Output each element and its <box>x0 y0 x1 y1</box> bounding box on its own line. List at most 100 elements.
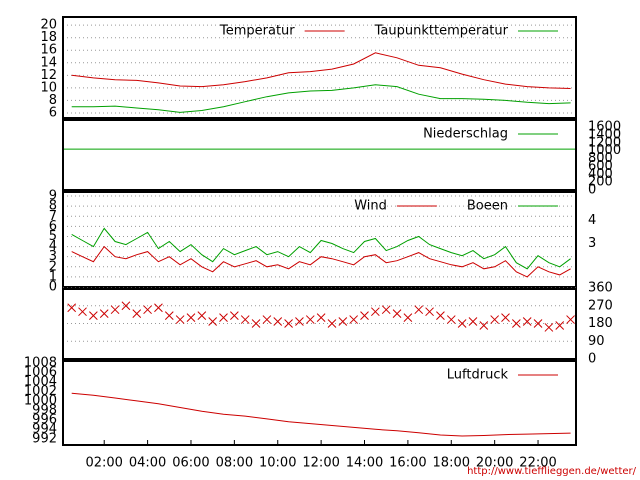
point <box>78 307 87 317</box>
point <box>295 317 304 326</box>
y-tick-label: 994 <box>32 422 57 437</box>
y2-tick-label: 1600 <box>588 120 621 135</box>
y2-tick-label: 0 <box>588 183 596 198</box>
point <box>490 315 500 324</box>
y-tick-label: 1 <box>49 269 57 284</box>
series-line <box>71 84 571 113</box>
y2-tick-label: 270 <box>588 298 613 313</box>
y-tick-label: 18 <box>40 30 57 45</box>
y2-tick-label: 180 <box>588 316 613 331</box>
x-tick-label: 04:00 <box>129 456 166 471</box>
y2-tick-label: 1400 <box>588 127 621 142</box>
legend-label: Taupunkttemperatur <box>374 24 509 39</box>
y-tick-label: 6 <box>49 105 57 120</box>
point <box>110 305 120 315</box>
y2-tick-label: 600 <box>588 159 613 174</box>
y-tick-label: 8 <box>49 93 57 108</box>
point <box>284 319 293 328</box>
y-tick-label: 1004 <box>24 374 57 389</box>
point <box>154 303 163 313</box>
y2-tick-label: 800 <box>588 151 613 166</box>
point <box>457 319 467 328</box>
y-tick-label: 10 <box>40 80 57 95</box>
legend-label: Wind <box>354 199 387 214</box>
point <box>132 309 142 319</box>
point <box>360 311 369 320</box>
y2-tick-label: 360 <box>588 281 613 296</box>
panel-frame <box>62 119 577 191</box>
point <box>436 311 445 320</box>
y2-tick-label: 1200 <box>588 135 621 150</box>
panel-frame <box>62 191 577 288</box>
point <box>338 317 348 326</box>
y2-tick-label: 400 <box>588 167 613 182</box>
x-tick-label: 08:00 <box>216 456 253 471</box>
point <box>262 315 272 324</box>
point <box>67 303 77 313</box>
point <box>501 313 510 322</box>
panel-frame <box>62 360 577 446</box>
point <box>316 313 326 322</box>
y2-tick-label: 0 <box>588 352 596 367</box>
y2-tick-label: 90 <box>588 334 605 349</box>
point <box>403 313 413 322</box>
y-tick-label: 1006 <box>24 365 57 380</box>
x-tick-label: 20:00 <box>476 456 513 471</box>
y-tick-label: 1002 <box>24 384 57 399</box>
legend-label: Luftdruck <box>447 368 509 383</box>
y-tick-label: 0 <box>49 280 57 295</box>
panel-frame <box>62 16 577 119</box>
x-tick-label: 18:00 <box>433 456 470 471</box>
y2-tick-label: 3 <box>588 236 596 251</box>
legend-label: Niederschlag <box>423 127 508 142</box>
y-tick-label: 5 <box>49 229 57 244</box>
point <box>251 319 261 328</box>
source-url: http://www.tiefflieggen.de/wetter/ <box>467 466 637 477</box>
series-line <box>71 245 571 278</box>
y-tick-label: 20 <box>40 18 57 33</box>
legend-label: Boeen <box>467 199 508 214</box>
x-tick-label: 10:00 <box>259 456 296 471</box>
point <box>425 307 434 317</box>
series-line <box>71 227 571 270</box>
point <box>164 311 174 320</box>
y-tick-label: 2 <box>49 259 57 274</box>
y-tick-label: 16 <box>40 43 57 58</box>
x-tick-label: 12:00 <box>302 456 339 471</box>
point <box>230 311 239 320</box>
point <box>349 315 359 324</box>
point <box>381 305 391 315</box>
point <box>479 321 489 330</box>
point <box>327 319 337 328</box>
y2-tick-label: 1000 <box>588 143 621 158</box>
y-tick-label: 4 <box>49 239 57 254</box>
point <box>89 311 98 320</box>
y2-tick-label: 4 <box>588 213 596 228</box>
legend-label: Temperatur <box>219 24 295 39</box>
point <box>446 315 456 324</box>
y-tick-label: 998 <box>32 403 57 418</box>
y-tick-label: 14 <box>40 55 57 70</box>
x-tick-label: 16:00 <box>389 456 426 471</box>
point <box>511 319 521 328</box>
point <box>208 317 218 326</box>
point <box>175 315 185 324</box>
y-tick-label: 1000 <box>24 393 57 408</box>
point <box>533 319 543 328</box>
series-line <box>71 392 571 437</box>
point <box>392 309 402 319</box>
y-tick-label: 3 <box>49 249 57 264</box>
y-tick-label: 8 <box>49 199 57 214</box>
point <box>414 305 424 315</box>
point <box>371 307 380 317</box>
point <box>273 317 283 326</box>
point <box>555 321 565 330</box>
point <box>99 309 109 319</box>
y-tick-label: 12 <box>40 68 57 83</box>
series-line <box>71 52 571 89</box>
y-tick-label: 996 <box>32 412 57 427</box>
point <box>566 315 575 324</box>
x-tick-label: 02:00 <box>85 456 122 471</box>
y-tick-label: 9 <box>49 189 57 204</box>
x-tick-label: 22:00 <box>519 456 556 471</box>
